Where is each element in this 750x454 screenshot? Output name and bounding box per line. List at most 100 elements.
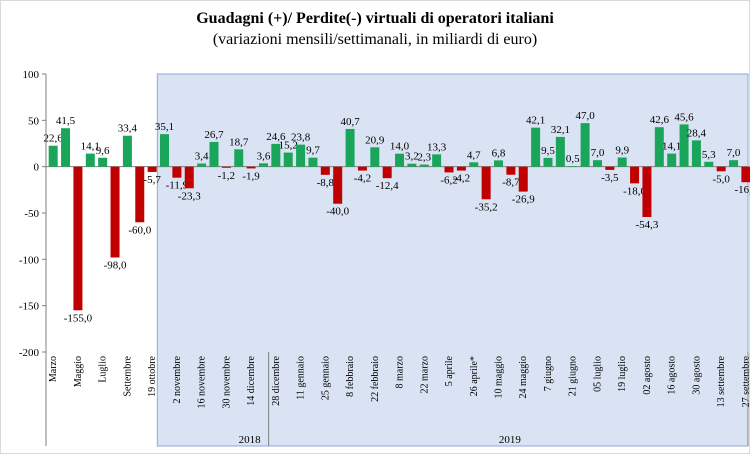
data-label: -8,7 <box>502 177 520 189</box>
bar <box>592 160 602 167</box>
data-label: 26,7 <box>204 129 224 141</box>
data-label: 7,0 <box>727 147 741 159</box>
category-label: 02 agosto <box>642 356 653 395</box>
y-tick-label: 100 <box>23 69 40 81</box>
bar <box>407 163 417 167</box>
bar <box>679 124 689 167</box>
data-label: -98,0 <box>104 259 127 271</box>
data-label: 42,6 <box>650 114 670 126</box>
data-label: -6,2 <box>440 174 457 186</box>
data-label: 35,1 <box>155 121 174 133</box>
data-label: 2,3 <box>417 152 431 164</box>
bar <box>160 134 170 167</box>
bar <box>444 166 454 173</box>
bar <box>98 157 108 167</box>
data-label: -1,9 <box>242 170 260 182</box>
category-label: 28 dicembre <box>271 355 282 405</box>
category-label: 8 febbraio <box>345 356 356 397</box>
data-label: 3,2 <box>405 151 419 163</box>
category-label: 22 febbraio <box>370 356 381 402</box>
data-label: -54,3 <box>635 219 658 231</box>
bar <box>667 153 677 167</box>
data-label: 22,6 <box>44 133 64 145</box>
data-label: 45,6 <box>674 111 694 123</box>
chart-subtitle: (variazioni mensili/settimanali, in mili… <box>212 31 538 48</box>
bar <box>172 166 182 178</box>
bar <box>494 160 504 167</box>
bar <box>617 157 627 167</box>
bar <box>333 166 343 204</box>
bar <box>61 128 71 167</box>
bar <box>605 166 615 170</box>
data-label: -4,2 <box>453 173 470 185</box>
y-tick-label: -150 <box>19 301 40 313</box>
bar <box>110 166 120 258</box>
year-label: 2019 <box>499 434 522 446</box>
bar <box>234 149 244 167</box>
data-label: 6,8 <box>492 147 506 159</box>
bar <box>642 166 652 217</box>
bar <box>345 128 355 167</box>
data-label: 9,7 <box>306 145 320 157</box>
bar <box>630 166 640 184</box>
bar <box>135 166 145 223</box>
data-label: 9,6 <box>96 145 110 157</box>
y-tick-label: -200 <box>19 347 40 359</box>
data-label: 14,1 <box>662 141 681 153</box>
category-label: 2 novembre <box>172 355 183 403</box>
category-label: 11 gennaio <box>296 356 307 400</box>
bar <box>395 153 405 167</box>
data-label: -35,2 <box>475 201 498 213</box>
bar <box>543 157 553 167</box>
category-label: 19 luglio <box>617 356 628 392</box>
data-label: -12,4 <box>376 180 399 192</box>
data-label: -5,7 <box>143 174 161 186</box>
bar <box>555 136 565 167</box>
category-label: Maggio <box>73 356 84 387</box>
bar <box>48 145 58 167</box>
data-label: 9,5 <box>541 145 555 157</box>
category-label: 24 maggio <box>518 356 529 399</box>
data-label: -60,0 <box>128 224 151 236</box>
bar <box>296 144 306 167</box>
data-label: 7,0 <box>591 147 605 159</box>
category-label: 22 marzo <box>419 356 430 394</box>
bar <box>568 166 578 167</box>
y-tick-label: -50 <box>24 208 39 220</box>
bar <box>209 141 219 167</box>
category-label: 19 ottobre <box>147 355 158 396</box>
category-label: 30 novembre <box>221 355 232 408</box>
bar <box>518 166 528 192</box>
data-label: 33,4 <box>118 123 138 135</box>
data-label: 24,6 <box>266 131 286 143</box>
category-label: 16 novembre <box>197 355 208 408</box>
bar <box>357 166 367 171</box>
year-label: 2018 <box>239 434 262 446</box>
category-label: 10 maggio <box>494 356 505 399</box>
bar <box>147 166 157 172</box>
category-label: 7 giugno <box>543 356 554 391</box>
bar <box>691 140 701 167</box>
bar <box>246 166 256 169</box>
data-label: -18,0 <box>623 185 646 197</box>
data-label: 18,7 <box>229 136 249 148</box>
bar <box>122 135 132 167</box>
bar <box>729 160 739 167</box>
category-label: 05 luglio <box>592 356 603 392</box>
data-label: 23,8 <box>291 132 311 144</box>
data-label: 15,2 <box>279 140 298 152</box>
data-label: 3,4 <box>195 151 209 163</box>
data-label: 3,6 <box>257 150 271 162</box>
data-label: 40,7 <box>340 116 360 128</box>
data-label: 32,1 <box>551 124 570 136</box>
shaded-period-background <box>156 73 749 447</box>
data-label: 9,9 <box>615 144 629 156</box>
y-tick-label: 0 <box>34 162 40 174</box>
data-label: -3,5 <box>601 172 619 184</box>
data-label: 41,5 <box>56 115 76 127</box>
y-tick-label: -100 <box>19 254 40 266</box>
data-label: 5,3 <box>702 149 716 161</box>
data-label: -1,2 <box>218 170 235 182</box>
